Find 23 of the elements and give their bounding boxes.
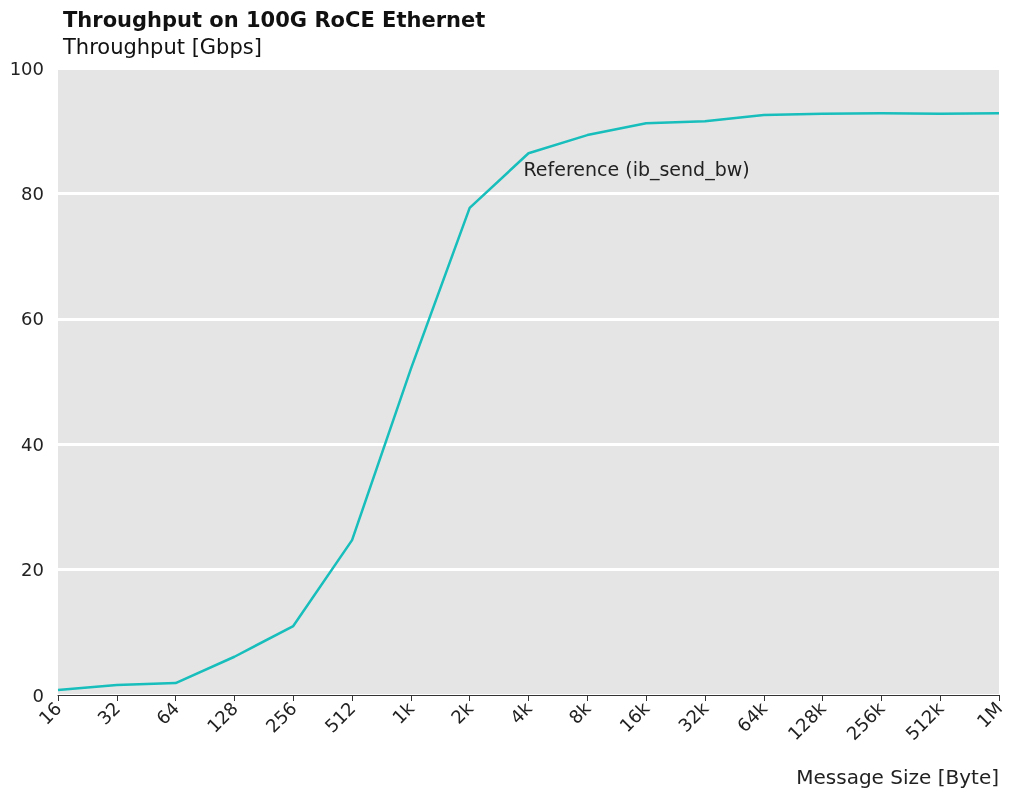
y-tick-label: 60 bbox=[21, 308, 44, 330]
y-axis-title: Throughput [Gbps] bbox=[62, 34, 262, 59]
x-tick-label: 64k bbox=[732, 697, 772, 736]
x-tick-label: 128 bbox=[202, 697, 242, 737]
y-tick-label: 0 bbox=[32, 684, 44, 706]
y-tick-label: 20 bbox=[21, 559, 44, 581]
x-tick-label: 8k bbox=[564, 697, 596, 728]
chart-title: Throughput on 100G RoCE Ethernet bbox=[63, 7, 486, 32]
x-tick-label: 2k bbox=[446, 697, 478, 728]
y-tick-label: 100 bbox=[9, 57, 44, 79]
x-axis-title: Message Size [Byte] bbox=[796, 765, 999, 789]
x-tick-label: 32 bbox=[93, 697, 125, 729]
x-tick-label: 32k bbox=[673, 697, 713, 736]
annotation: Reference (ib_send_bw) bbox=[523, 157, 750, 181]
y-tick-label: 40 bbox=[21, 433, 44, 455]
x-tick-label: 64 bbox=[152, 697, 184, 729]
x-tick-label: 1M bbox=[972, 697, 1007, 732]
x-tick-label: 16k bbox=[615, 697, 654, 736]
x-tick-label: 512 bbox=[320, 697, 360, 737]
y-tick-label: 80 bbox=[21, 182, 44, 204]
x-tick-label: 1k bbox=[387, 697, 419, 728]
x-tick-label: 4k bbox=[505, 697, 537, 728]
line-series bbox=[56, 111, 1001, 692]
